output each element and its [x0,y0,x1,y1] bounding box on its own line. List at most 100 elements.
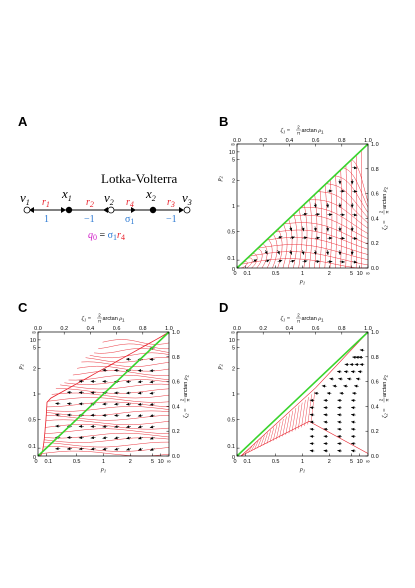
flow-arrow [137,425,142,429]
flow-arrow [332,384,336,388]
flow-arrow [114,402,118,406]
flow-arrow [67,436,71,439]
flow-arrow [114,425,118,429]
coef-1: 1 [44,214,49,225]
hatch-line [285,413,290,435]
flow-arrow [323,420,327,424]
flow-arrow [102,425,106,428]
svg-text:ζ2 =: ζ2 = [381,408,389,418]
flow-arrow [55,413,59,417]
flow-line [81,361,170,367]
flow-arrow [149,391,154,395]
flow-arrow [339,391,343,395]
bottom-tick-label: 10 [158,459,164,465]
flow-arrow [323,449,327,453]
flow-arrow [90,379,94,383]
flow-arrow [114,391,118,395]
flow-arrow [126,436,130,440]
flow-arrow [303,212,308,216]
flow-arrow [90,413,94,417]
flow-arrow [341,236,345,240]
flow-line [89,352,170,359]
panel-label-c: C [18,300,28,315]
top-tick-label: 0.6 [312,326,320,332]
left-tick-label: 2 [232,367,235,373]
svg-text:arctan ρ2: arctan ρ2 [382,187,389,209]
flow-arrow [276,251,280,255]
flow-arrow [326,228,330,232]
flow-arrow [359,363,364,367]
flow-arrow [351,406,355,410]
flow-arrow [359,348,364,352]
flow-arrow [309,406,314,410]
flow-arrow [353,236,358,240]
top-tick-label: 0.0 [233,138,241,144]
left-tick-label: ∞ [32,330,36,336]
flow-line [94,348,170,354]
label-v1: v1 [20,190,30,207]
flow-arrow [341,213,345,217]
right-tick-label: 0.8 [371,355,379,361]
panel-a: A Lotka-Volterra v1 x1 v2 x2 v3 r1 r2 r4… [18,114,192,242]
right-tick-label: 0.8 [172,355,180,361]
flow-arrow [338,377,342,381]
right-tick-label: 0.4 [371,404,379,410]
flow-arrow [355,355,359,359]
flow-arrow [329,377,333,381]
bottom-tick-label: 0.5 [272,271,280,277]
flow-arrow [357,370,362,374]
flow-arrow [114,447,118,451]
svg-text:arctan ρ1: arctan ρ1 [302,128,324,135]
top-tick-label: 1.0 [165,326,173,332]
flow-arrow [114,368,118,372]
x-axis-label: ρ1 [100,467,106,474]
rate-r4: r4 [126,197,134,209]
flow-arrow [350,181,354,185]
hatch-line [307,394,312,425]
flow-line [72,370,170,376]
flow-line [44,437,170,443]
flow-arrow [278,236,283,240]
flow-arrow [323,435,327,438]
flow-arrow [309,442,314,446]
flow-arrow [126,447,130,451]
coef-minus-1-a: −1 [84,214,95,225]
bottom-tick-label: 2 [328,459,331,465]
flow-arrow [137,369,142,373]
flow-arrow [149,369,153,373]
flow-line [308,199,313,269]
bottom-tick-label: ∞ [366,459,370,465]
x-axis-label: ρ1 [299,279,305,286]
left-tick-label: 5 [33,346,36,352]
flow-line [77,365,170,372]
bottom-tick-label: 2 [328,271,331,277]
hatch-line [301,399,306,428]
svg-text:ρ2: ρ2 [18,363,25,370]
flow-arrow [326,204,330,208]
flow-line [334,175,369,213]
rate-r1: r1 [42,197,50,209]
hatch-line [304,397,309,426]
diagonal-boundary [236,331,369,457]
flow-arrow [352,391,356,395]
top-tick-label: 0.2 [60,326,68,332]
flow-arrow [323,406,327,410]
svg-text:2: 2 [379,398,384,401]
panel-label-d: D [219,300,228,315]
left-tick-label: 2 [232,179,235,185]
panel-label-b: B [219,114,228,129]
flow-arrow [338,181,342,185]
svg-text:ζ1 =: ζ1 = [281,127,291,135]
flow-arrow [316,212,320,216]
y-axis-label: ρ2 [217,363,224,370]
flow-arrow [126,357,130,361]
left-tick-label: 0.5 [227,229,235,235]
flow-arrow [329,260,333,264]
svg-text:π: π [297,131,300,136]
flow-arrow [351,449,355,453]
flow-arrow [289,251,293,255]
flow-arrow [347,377,351,381]
top-tick-label: 0.8 [338,138,346,144]
flow-arrow [149,436,154,440]
top-axis-label: ζ1 = 2π arctan ρ1 [82,313,125,324]
